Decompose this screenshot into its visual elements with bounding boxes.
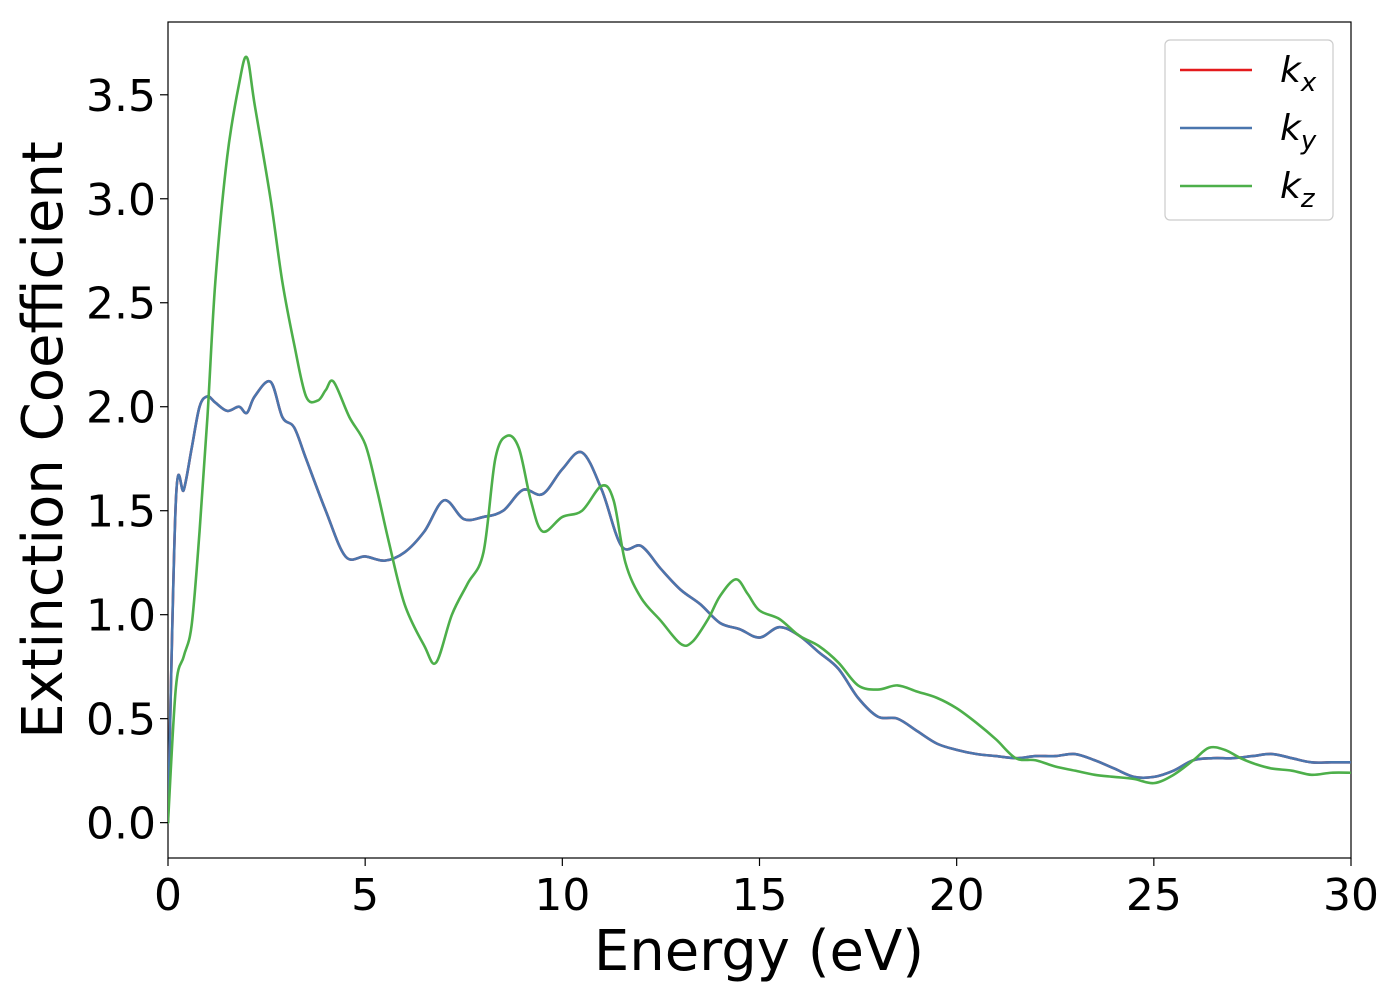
y-tick-label: 0.5 [86,695,156,746]
plot-frame [167,21,1352,859]
x-tick-label: 10 [534,870,590,921]
y-tick-label: 2.5 [86,279,156,330]
x-tick-label: 15 [732,870,788,921]
legend: kx ky kz [1164,39,1334,221]
y-tick-label: 0.0 [86,799,156,850]
series-layer [168,55,1351,824]
y-tick-label: 1.5 [86,487,156,538]
y-tick-label: 2.0 [86,383,156,434]
plot-area [167,21,1352,859]
x-tick-label: 20 [929,870,985,921]
x-tick-label: 25 [1126,870,1182,921]
y-axis: 0.0 0.5 1.0 1.5 2.0 2.5 3.0 3.5 [86,71,168,850]
legend-frame [1164,39,1334,221]
y-axis-title: Extinction Coefficient [11,141,76,739]
x-tick-label: 5 [351,870,379,921]
y-tick-label: 3.0 [86,175,156,226]
y-tick-label: 3.5 [86,71,156,122]
legend-label-x: kx [1280,50,1317,98]
series-line-y [168,379,1351,824]
legend-label-z: kz [1280,166,1316,214]
x-tick-label: 0 [154,870,182,921]
legend-label-y: ky [1280,108,1317,156]
x-axis: 0 5 10 15 20 25 30 [154,858,1379,921]
x-axis-title: Energy (eV) [594,919,924,984]
x-tick-label: 30 [1323,870,1379,921]
series-line-z [168,55,1351,824]
y-tick-label: 1.0 [86,591,156,642]
